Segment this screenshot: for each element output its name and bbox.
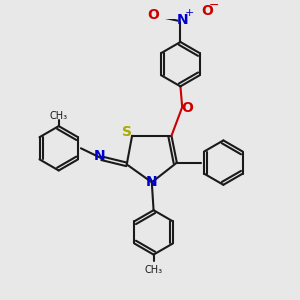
Text: N: N [145, 175, 157, 189]
Text: O: O [182, 101, 194, 115]
Text: N: N [94, 149, 106, 163]
Text: −: − [209, 0, 219, 12]
Text: +: + [185, 8, 194, 18]
Text: O: O [147, 8, 159, 22]
Text: CH₃: CH₃ [50, 111, 68, 121]
Text: N: N [176, 13, 188, 27]
Text: O: O [201, 4, 213, 18]
Text: CH₃: CH₃ [145, 265, 163, 275]
Text: S: S [122, 125, 133, 139]
